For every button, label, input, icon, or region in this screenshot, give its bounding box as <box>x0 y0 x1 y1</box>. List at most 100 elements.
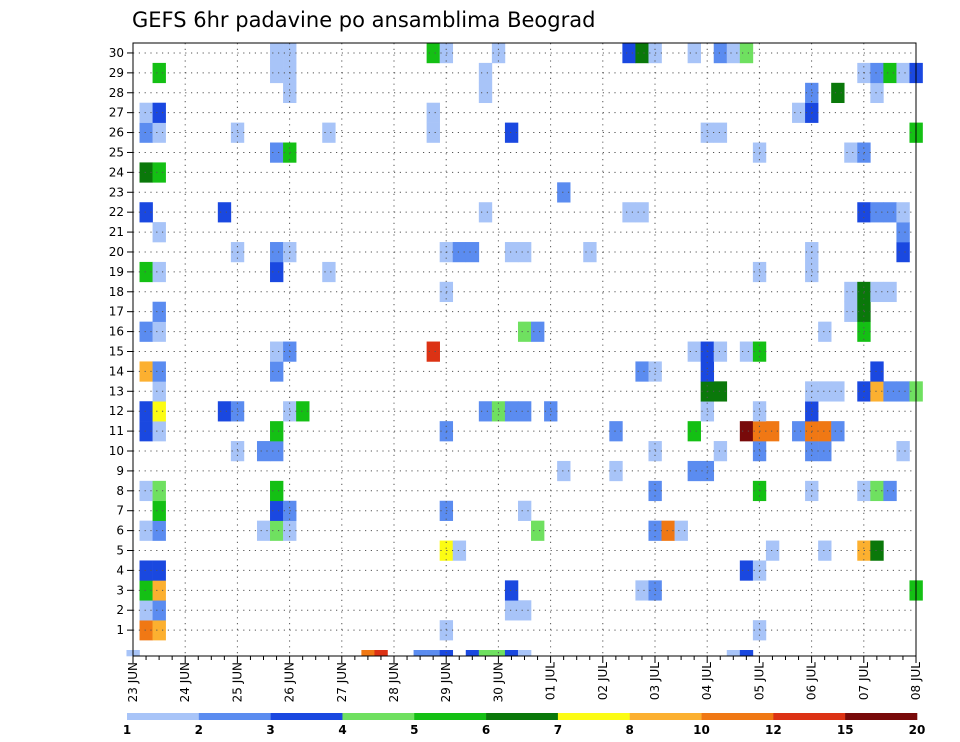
y-tick-label: 6 <box>116 524 124 538</box>
heatmap-cell <box>517 650 532 657</box>
heatmap-cell <box>818 540 832 561</box>
heatmap-cell <box>739 560 754 581</box>
heatmap-cell <box>152 520 166 541</box>
heatmap-cell <box>152 600 166 621</box>
y-tick-label: 16 <box>109 325 124 339</box>
heatmap-cell <box>883 480 897 502</box>
y-tick-label: 18 <box>109 285 124 299</box>
heatmap-cell <box>217 401 232 422</box>
y-tick-label: 9 <box>116 464 124 478</box>
colorbar: 1 2 3 4 5 6 7 8 10 12 15 20 <box>123 713 925 737</box>
heatmap-cells <box>126 43 923 657</box>
heatmap-cell <box>844 301 858 322</box>
colorbar-swatch <box>270 713 343 720</box>
y-tick-label: 2 <box>116 603 124 617</box>
heatmap-cell <box>713 122 728 143</box>
heatmap-cell <box>844 142 858 163</box>
y-tick-label: 11 <box>109 424 124 438</box>
heatmap-cell <box>465 242 480 263</box>
heatmap-cell <box>883 281 897 303</box>
colorbar-swatch <box>486 713 559 720</box>
heatmap-cell <box>504 122 519 143</box>
heatmap-cell <box>152 381 166 402</box>
heatmap-cell <box>896 222 910 243</box>
colorbar-swatch <box>557 713 631 720</box>
heatmap-cell <box>426 341 440 362</box>
heatmap-cell <box>139 261 153 283</box>
y-tick-label: 10 <box>109 444 124 458</box>
x-axis-ticks: 23 JUN 24 JUN 25 JUN 26 JUN 27 JUN 28 JUN 29 J… <box>126 656 923 702</box>
heatmap-cell <box>270 500 284 521</box>
heatmap-cell <box>844 281 858 303</box>
heatmap-cell <box>765 540 780 561</box>
heatmap-cell <box>557 182 571 203</box>
colorbar-label: 1 <box>123 723 131 737</box>
y-tick-label: 8 <box>116 484 124 498</box>
heatmap-cell <box>818 321 832 342</box>
y-tick-label: 15 <box>109 344 124 358</box>
heatmap-cell <box>818 441 832 462</box>
heatmap-cell <box>152 580 166 601</box>
x-tick-label: 01 JUL <box>544 662 558 700</box>
y-tick-label: 22 <box>109 205 124 219</box>
heatmap-cell <box>635 202 649 223</box>
heatmap-cell <box>739 341 754 362</box>
heatmap-cell <box>504 242 519 263</box>
heatmap-cell <box>270 520 284 541</box>
heatmap-cell <box>831 381 845 402</box>
heatmap-cell <box>152 361 166 382</box>
heatmap-cell <box>896 62 910 84</box>
y-tick-label: 28 <box>109 86 124 100</box>
heatmap-cell <box>452 242 467 263</box>
heatmap-cell <box>139 520 153 541</box>
heatmap-cell <box>426 650 440 657</box>
heatmap-cell <box>139 361 153 382</box>
heatmap-cell <box>713 381 728 402</box>
heatmap-cell <box>739 650 754 657</box>
heatmap-cell <box>883 62 897 84</box>
heatmap-cell <box>152 620 166 641</box>
heatmap-cell <box>452 540 467 561</box>
heatmap-cell <box>870 361 884 382</box>
y-tick-label: 21 <box>109 225 124 239</box>
colorbar-label: 6 <box>482 723 490 737</box>
heatmap-cell <box>687 43 701 64</box>
heatmap-cell <box>739 421 754 442</box>
y-tick-label: 29 <box>109 66 124 80</box>
heatmap-cell <box>870 62 884 84</box>
heatmap-cell <box>322 122 336 143</box>
heatmap-cell <box>883 202 897 223</box>
y-tick-label: 7 <box>116 504 124 518</box>
y-tick-label: 26 <box>109 126 124 140</box>
heatmap-cell <box>152 480 166 502</box>
x-tick-label: 29 JUN <box>439 662 453 702</box>
heatmap-cell <box>713 341 728 362</box>
chart-title: GEFS 6hr padavine po ansamblima Beograd <box>132 8 595 32</box>
colorbar-swatch <box>845 713 918 720</box>
colorbar-label: 2 <box>195 723 203 737</box>
colorbar-swatch <box>198 713 271 720</box>
heatmap-cell <box>152 62 166 84</box>
heatmap-cell <box>583 242 597 263</box>
heatmap-cell <box>739 43 754 64</box>
heatmap-cell <box>256 520 271 541</box>
heatmap-cell <box>713 441 728 462</box>
heatmap-cell <box>152 500 166 521</box>
heatmap-cell <box>622 202 636 223</box>
y-axis-ticks: 1234567891011121314151617181920212223242… <box>109 46 133 637</box>
heatmap-cell <box>374 650 388 657</box>
heatmap-cell <box>152 301 166 322</box>
heatmap-cell <box>152 321 166 342</box>
heatmap-cell <box>661 520 675 541</box>
heatmap-cell <box>270 261 284 283</box>
heatmap-cell <box>478 401 493 422</box>
dotted-grid <box>133 43 916 656</box>
heatmap-cell <box>818 421 832 442</box>
heatmap-cell <box>883 381 897 402</box>
colorbar-label: 10 <box>693 723 710 737</box>
heatmap-cell <box>270 242 284 263</box>
x-tick-label: 30 JUN <box>491 662 505 702</box>
heatmap-cell <box>270 62 284 84</box>
heatmap-cell <box>504 650 519 657</box>
